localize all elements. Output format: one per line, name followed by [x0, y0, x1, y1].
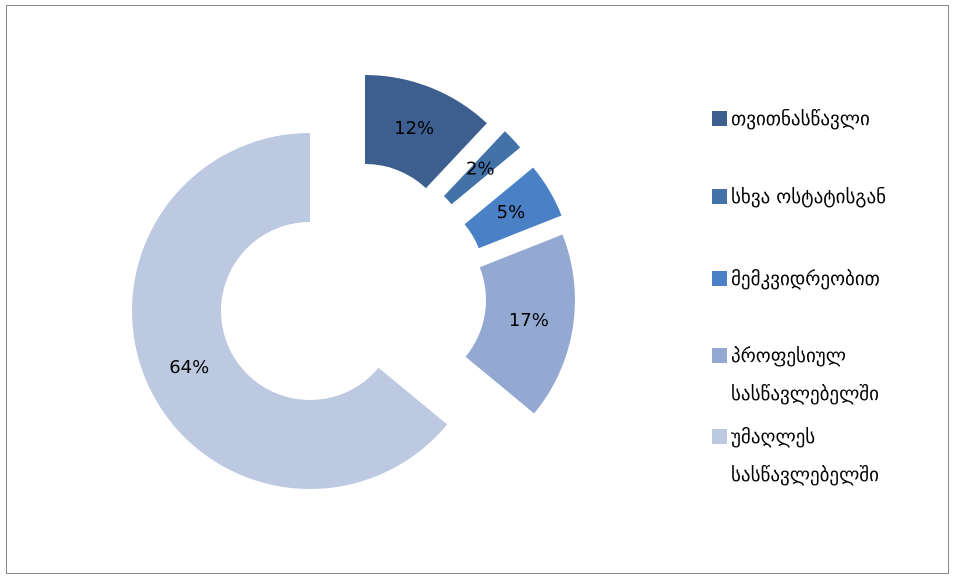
donut-slice [131, 133, 448, 490]
donut-slice [443, 131, 521, 205]
legend-swatch [712, 429, 727, 444]
donut-slice [464, 167, 562, 249]
legend-item: მემკვიდრეობით [712, 260, 937, 298]
legend-label: თვითნასწავლი [731, 108, 870, 130]
legend-swatch [712, 348, 727, 363]
legend-label: მემკვიდრეობით [731, 268, 880, 290]
data-label: 12% [394, 118, 434, 139]
legend-item: სხვა ოსტატისგან [712, 178, 937, 216]
legend-item: თვითნასწავლი [712, 100, 937, 138]
legend-label: პროფესიულ სასწავლებელში [731, 345, 879, 405]
legend-swatch [712, 111, 727, 126]
data-label: 17% [509, 310, 549, 331]
legend-label: სხვა ოსტატისგან [731, 186, 887, 208]
legend-item: უმაღლეს სასწავლებელში [712, 418, 937, 494]
legend-item: პროფესიულ სასწავლებელში [712, 337, 937, 413]
data-label: 5% [497, 202, 526, 223]
legend-swatch [712, 271, 727, 286]
legend-label: უმაღლეს სასწავლებელში [731, 426, 879, 486]
chart-frame [6, 5, 949, 574]
donut-slice [365, 75, 487, 189]
legend-swatch [712, 189, 727, 204]
donut-slice [465, 234, 575, 414]
data-label: 64% [169, 357, 209, 378]
data-label: 2% [466, 159, 495, 180]
